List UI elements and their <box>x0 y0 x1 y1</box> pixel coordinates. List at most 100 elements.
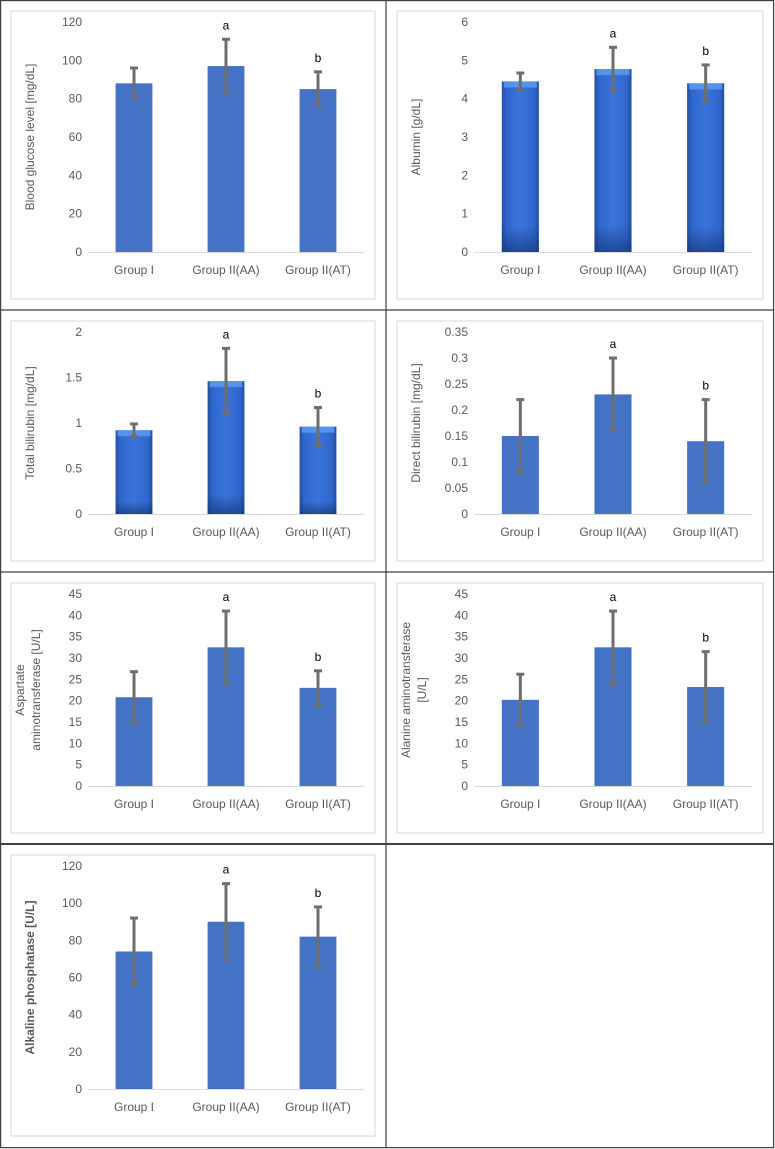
chart-cell-1: 0 20 40 60 80 100 120 Blood glucose level [mg/d… <box>0 0 386 310</box>
y-axis-label: aminotransferase [U/L] <box>29 629 43 750</box>
significance-label: a <box>223 327 230 341</box>
y-tick-label: 0.1 <box>451 455 468 469</box>
significance-label: a <box>223 863 230 877</box>
y-tick-label: 0.25 <box>445 377 469 391</box>
y-tick-label: 6 <box>461 15 468 29</box>
y-tick-label: 10 <box>455 736 469 750</box>
significance-label: a <box>223 18 230 32</box>
y-tick-label: 30 <box>455 651 469 665</box>
y-tick-label: 45 <box>69 587 83 601</box>
y-axis-label: [U/L] <box>415 677 429 702</box>
y-tick-label: 10 <box>69 736 83 750</box>
bar <box>299 89 337 252</box>
y-tick-label: 0 <box>461 779 468 793</box>
y-tick-label: 20 <box>69 694 83 708</box>
y-tick-label: 20 <box>69 207 83 221</box>
x-category-label: Group II(AT) <box>673 525 739 539</box>
y-tick-label: 30 <box>69 651 83 665</box>
y-tick-label: 0 <box>75 779 82 793</box>
significance-label: b <box>315 51 322 65</box>
x-category-label: Group II(AA) <box>192 525 259 539</box>
x-category-label: Group I <box>114 525 154 539</box>
chart-cell-5: 0 5 10 15 20 25 30 35 40 45 Aspartate aminotransfer… <box>0 572 386 844</box>
significance-label: b <box>315 886 322 900</box>
y-tick-label: 45 <box>455 587 469 601</box>
y-tick-label: 60 <box>69 130 83 144</box>
x-category-label: Group II(AT) <box>673 263 739 277</box>
y-tick-label: 0 <box>461 245 468 259</box>
x-category-label: Group II(AA) <box>579 263 646 277</box>
x-category-label: Group II(AT) <box>673 797 739 811</box>
x-category-label: Group II(AA) <box>192 263 259 277</box>
y-tick-label: 20 <box>69 1045 83 1059</box>
y-tick-label: 2 <box>75 325 82 339</box>
y-tick-label: 5 <box>75 758 82 772</box>
y-tick-label: 120 <box>62 15 82 29</box>
y-tick-label: 0.2 <box>451 403 468 417</box>
y-tick-label: 0 <box>75 245 82 259</box>
y-tick-label: 100 <box>62 896 82 910</box>
bar-shade <box>501 81 539 253</box>
y-tick-label: 20 <box>455 694 469 708</box>
y-tick-label: 0.05 <box>445 481 469 495</box>
x-category-label: Group II(AT) <box>285 1100 351 1114</box>
bar-chart-6: 0 5 10 15 20 25 30 35 40 45 Alanine aminotransfera… <box>396 582 764 834</box>
y-tick-label: 80 <box>69 933 83 947</box>
y-tick-label: 15 <box>69 715 83 729</box>
bar <box>115 83 153 252</box>
y-axis-label: Aspartate <box>13 664 27 716</box>
y-tick-label: 60 <box>69 971 83 985</box>
bar-chart-1: 0 20 40 60 80 100 120 Blood glucose level [mg/d… <box>10 10 376 300</box>
y-tick-label: 80 <box>69 92 83 106</box>
y-tick-label: 40 <box>69 608 83 622</box>
chart-cell-2: 0 1 2 3 4 5 6 Albumin [g/dL] Group I a Group II(AA… <box>386 0 774 310</box>
y-tick-label: 120 <box>62 859 82 873</box>
y-axis-label: Alkaline phosphatase [U/L] <box>23 900 37 1054</box>
y-axis-label: Total bilirubin [mg/dL] <box>23 366 37 479</box>
chart-area-border <box>396 320 764 562</box>
y-tick-label: 25 <box>69 672 83 686</box>
x-category-label: Group I <box>500 525 540 539</box>
x-category-label: Group I <box>114 797 154 811</box>
chart-cell-7: 0 20 40 60 80 100 120 Alkaline phosphatase [U/L… <box>0 844 386 1147</box>
x-category-label: Group II(AA) <box>192 797 259 811</box>
x-category-label: Group II(AT) <box>285 525 351 539</box>
chart-cell-3: 0 0.5 1 1.5 2 Total bilirubin [mg/dL] Group I a… <box>0 310 386 572</box>
bar-chart-3: 0 0.5 1 1.5 2 Total bilirubin [mg/dL] Group I a… <box>10 320 376 562</box>
y-axis-label: Albumin [g/dL] <box>409 99 423 176</box>
x-category-label: Group I <box>500 797 540 811</box>
y-tick-label: 0.5 <box>65 462 82 476</box>
significance-label: b <box>702 631 709 645</box>
bar-chart-2: 0 1 2 3 4 5 6 Albumin [g/dL] Group I a Group II(AA… <box>396 10 764 300</box>
x-category-label: Group II(AA) <box>579 525 646 539</box>
significance-label: a <box>610 26 617 40</box>
y-tick-label: 0.3 <box>451 351 468 365</box>
chart-cell-4: 0 0.05 0.1 0.15 0.2 0.25 0.3 0.35 Direct bilirub… <box>386 310 774 572</box>
y-tick-label: 40 <box>69 168 83 182</box>
y-tick-label: 25 <box>455 672 469 686</box>
x-category-label: Group I <box>500 263 540 277</box>
bar-shade <box>687 83 725 252</box>
y-tick-label: 100 <box>62 53 82 67</box>
x-category-label: Group I <box>114 1100 154 1114</box>
y-tick-label: 15 <box>455 715 469 729</box>
significance-label: b <box>702 44 709 58</box>
significance-label: a <box>223 590 230 604</box>
bar-chart-4: 0 0.05 0.1 0.15 0.2 0.25 0.3 0.35 Direct bilirub… <box>396 320 764 562</box>
y-tick-label: 4 <box>461 92 468 106</box>
x-category-label: Group II(AA) <box>579 797 646 811</box>
x-category-label: Group I <box>114 263 154 277</box>
x-category-label: Group II(AA) <box>192 1100 259 1114</box>
y-axis-label: Blood glucose level [mg/dL] <box>23 64 37 211</box>
bar-shade <box>594 69 632 253</box>
significance-label: a <box>610 590 617 604</box>
y-tick-label: 0 <box>461 507 468 521</box>
y-tick-label: 2 <box>461 168 468 182</box>
significance-label: b <box>315 650 322 664</box>
y-tick-label: 40 <box>455 608 469 622</box>
y-tick-label: 0 <box>75 1082 82 1096</box>
y-tick-label: 0.35 <box>445 325 469 339</box>
